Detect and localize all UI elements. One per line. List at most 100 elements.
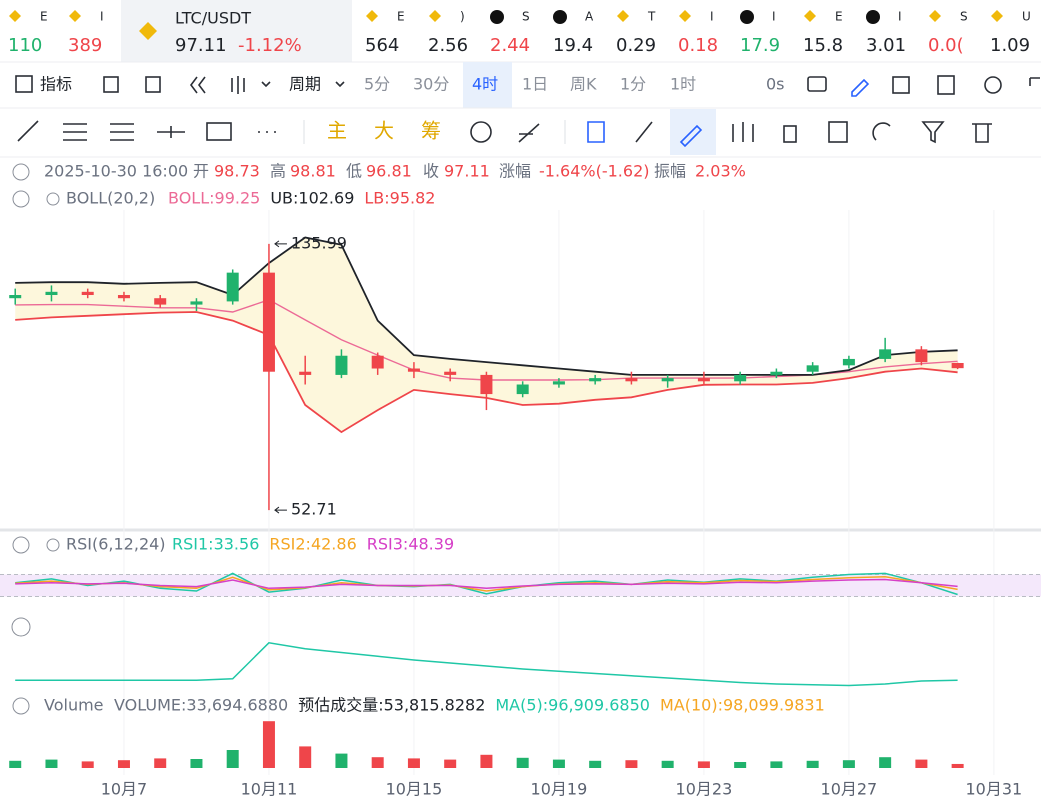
alert-icon[interactable] <box>46 192 60 206</box>
alert-icon[interactable] <box>46 538 60 552</box>
indicator-icon <box>15 75 33 93</box>
interval-button[interactable]: 4时 <box>472 75 498 94</box>
ticker-price[interactable]: 0.18 <box>678 35 718 56</box>
volume-bar <box>45 759 58 768</box>
volume-bar <box>262 721 275 768</box>
settings-icon[interactable] <box>984 76 1002 94</box>
ticker-symbol: S <box>522 10 530 24</box>
ticker-price[interactable]: 564 <box>365 35 399 56</box>
delete-tool[interactable] <box>972 123 992 143</box>
big-tool[interactable]: 大 <box>374 119 394 143</box>
layout-icon[interactable] <box>103 76 119 93</box>
hline-tool[interactable] <box>157 126 185 138</box>
interval-button[interactable]: 1分 <box>620 75 646 94</box>
coin-icon <box>69 10 81 22</box>
rect-tool[interactable] <box>206 122 232 141</box>
active-pair-bg[interactable] <box>121 0 352 62</box>
ticker-price[interactable]: 0.29 <box>616 35 656 56</box>
info-value: 98.81 <box>290 162 336 181</box>
annotation-arrow <box>274 506 287 514</box>
calc-icon[interactable] <box>937 75 955 95</box>
ticker-symbol: S <box>960 10 968 24</box>
channel-tool[interactable] <box>110 123 134 141</box>
info-label: 高 <box>270 162 286 181</box>
fullscreen-icon[interactable] <box>892 76 910 94</box>
volume-bar <box>661 760 674 768</box>
candle-body <box>625 378 638 382</box>
ticker-symbol: I <box>772 10 776 24</box>
ticker-price[interactable]: 19.4 <box>553 35 593 56</box>
interval-button[interactable]: 1时 <box>670 75 696 94</box>
chip-tool[interactable]: 筹 <box>421 119 441 143</box>
magnet-tool[interactable] <box>872 122 891 141</box>
ticker-price[interactable]: 17.9 <box>740 35 780 56</box>
ticker-price[interactable]: 2.44 <box>490 35 530 56</box>
legend-entry: LB:95.82 <box>364 189 435 208</box>
candle-body <box>806 365 819 372</box>
note-tool[interactable] <box>828 121 848 143</box>
ticker-symbol: T <box>647 10 656 24</box>
ticker-symbol: E <box>40 10 48 24</box>
legend-entry: RSI1:33.56 <box>172 535 259 554</box>
ticker-price[interactable]: 2.56 <box>428 35 468 56</box>
indicator-title: Volume <box>44 696 104 715</box>
collapse-icon[interactable] <box>12 163 30 181</box>
volume-bar <box>552 759 565 768</box>
x-tick-label: 10月11 <box>241 780 298 799</box>
pen-tool[interactable] <box>679 124 703 148</box>
volume-bar <box>842 760 855 768</box>
ticker-price[interactable]: 1.09 <box>990 35 1030 56</box>
indicators-button[interactable]: 指标 <box>40 75 72 94</box>
volume-bar <box>371 757 384 768</box>
camera-icon[interactable] <box>807 76 827 92</box>
ticker-price[interactable]: 3.01 <box>866 35 906 56</box>
select-tool[interactable] <box>587 121 605 143</box>
sync-tool[interactable] <box>470 121 492 143</box>
trend-line-tool[interactable] <box>17 120 39 142</box>
interval-button[interactable]: 1日 <box>522 75 548 94</box>
pair-symbol[interactable]: LTC/USDT <box>175 9 251 28</box>
expand-icon[interactable] <box>11 617 31 637</box>
active-tool-bg <box>670 109 716 155</box>
candle-body <box>661 378 674 382</box>
candle-body <box>335 355 348 375</box>
ticker-symbol: ) <box>460 10 465 24</box>
chart-type-icon[interactable] <box>231 76 271 94</box>
coin-icon <box>617 10 629 22</box>
x-tick-label: 10月31 <box>966 780 1023 799</box>
collapse-icon[interactable] <box>12 190 30 208</box>
coin-icon <box>553 10 567 24</box>
active-interval-bg <box>463 62 512 108</box>
filter-tool[interactable] <box>921 121 945 144</box>
info-label: 涨幅 <box>499 162 531 181</box>
collapse-icon[interactable] <box>12 697 30 715</box>
order-tool[interactable] <box>783 125 797 143</box>
interval-button[interactable]: 5分 <box>364 75 390 94</box>
candle-tool[interactable] <box>732 122 754 142</box>
interval-button[interactable]: 周K <box>570 75 597 94</box>
ruler-tool[interactable] <box>635 121 653 143</box>
coin-icon <box>429 10 441 22</box>
edit-icon[interactable] <box>851 78 870 97</box>
parallel-tool[interactable] <box>63 123 87 141</box>
ticker-price[interactable]: 389 <box>68 35 102 56</box>
ticker-price[interactable]: 110 <box>8 35 42 56</box>
replay-icon[interactable] <box>190 76 206 94</box>
coin-icon <box>679 10 691 22</box>
volume-bar <box>117 760 130 768</box>
ticker-price[interactable]: 0.0( <box>928 35 964 56</box>
measure-tool[interactable] <box>518 123 540 143</box>
layout-icon-2[interactable] <box>145 76 161 93</box>
ticker-price[interactable]: 15.8 <box>803 35 843 56</box>
price-annotation: 52.71 <box>291 500 337 519</box>
collapse-icon[interactable] <box>12 536 30 554</box>
main-tool[interactable]: 主 <box>327 119 347 143</box>
interval-button[interactable]: 30分 <box>413 75 449 94</box>
ticker-symbol: E <box>835 10 843 24</box>
volume-bar <box>915 759 928 768</box>
coin-icon <box>9 10 21 22</box>
expand-icon[interactable] <box>1029 77 1040 86</box>
volume-bar <box>806 760 819 768</box>
info-value: 97.11 <box>444 162 490 181</box>
period-button[interactable]: 周期 <box>289 75 321 94</box>
